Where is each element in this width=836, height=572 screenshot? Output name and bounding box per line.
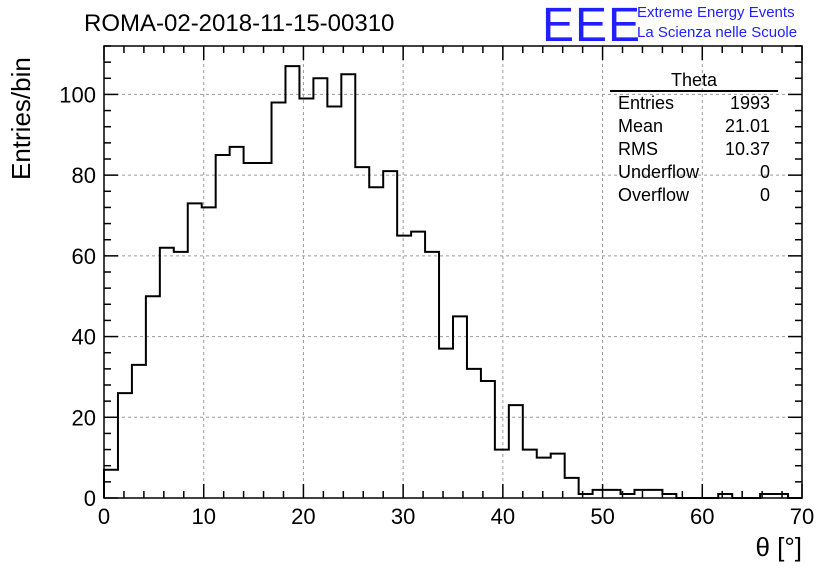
stats-label: Overflow	[618, 185, 690, 205]
stats-box: Theta Entries 1993 Mean 21.01 RMS 10.37 Und…	[610, 70, 778, 207]
x-tick-label: 60	[690, 504, 714, 529]
x-tick-label: 20	[291, 504, 315, 529]
y-tick-label: 60	[72, 244, 96, 269]
x-tick-label: 10	[191, 504, 215, 529]
stats-value: 0	[759, 162, 770, 182]
stats-value: 10.37	[724, 139, 770, 159]
stats-label: RMS	[618, 139, 658, 159]
stats-row: Overflow 0	[610, 184, 778, 207]
stats-row: Underflow 0	[610, 161, 778, 184]
stats-value: 0	[759, 185, 770, 205]
stats-value: 21.01	[724, 116, 770, 136]
stats-row: RMS 10.37	[610, 138, 778, 161]
y-tick-label: 20	[72, 405, 96, 430]
eee-logo: EEE	[542, 0, 642, 52]
stats-label: Underflow	[618, 162, 700, 182]
stats-row: Mean 21.01	[610, 115, 778, 138]
x-tick-label: 0	[98, 504, 110, 529]
y-tick-label: 80	[72, 163, 96, 188]
x-tick-label: 40	[491, 504, 515, 529]
x-tick-label: 50	[590, 504, 614, 529]
y-axis-label: Entries/bin	[6, 57, 36, 180]
stats-label: Mean	[618, 116, 664, 136]
axis-ticks	[103, 45, 803, 499]
logo-caption: Extreme Energy Events La Scienza nelle S…	[637, 3, 797, 43]
y-tick-label: 100	[59, 82, 96, 107]
chart-title: ROMA-02-2018-11-15-00310	[84, 10, 395, 37]
stats-value: 1993	[729, 93, 770, 113]
stats-title: Theta	[610, 70, 778, 92]
x-axis-label: θ [°]	[755, 532, 802, 562]
x-tick-label: 70	[790, 504, 814, 529]
stats-label: Entries	[618, 93, 675, 113]
stats-row: Entries 1993	[610, 92, 778, 115]
tick-labels: 0 10 20 30 40 50 60 70 0 20 40 60 80 100	[59, 82, 814, 529]
logo-line-1: Extreme Energy Events	[637, 4, 795, 21]
y-tick-label: 40	[72, 325, 96, 350]
logo-line-2: La Scienza nelle Scuole	[637, 24, 798, 41]
x-tick-label: 30	[391, 504, 415, 529]
y-tick-label: 0	[84, 486, 96, 511]
